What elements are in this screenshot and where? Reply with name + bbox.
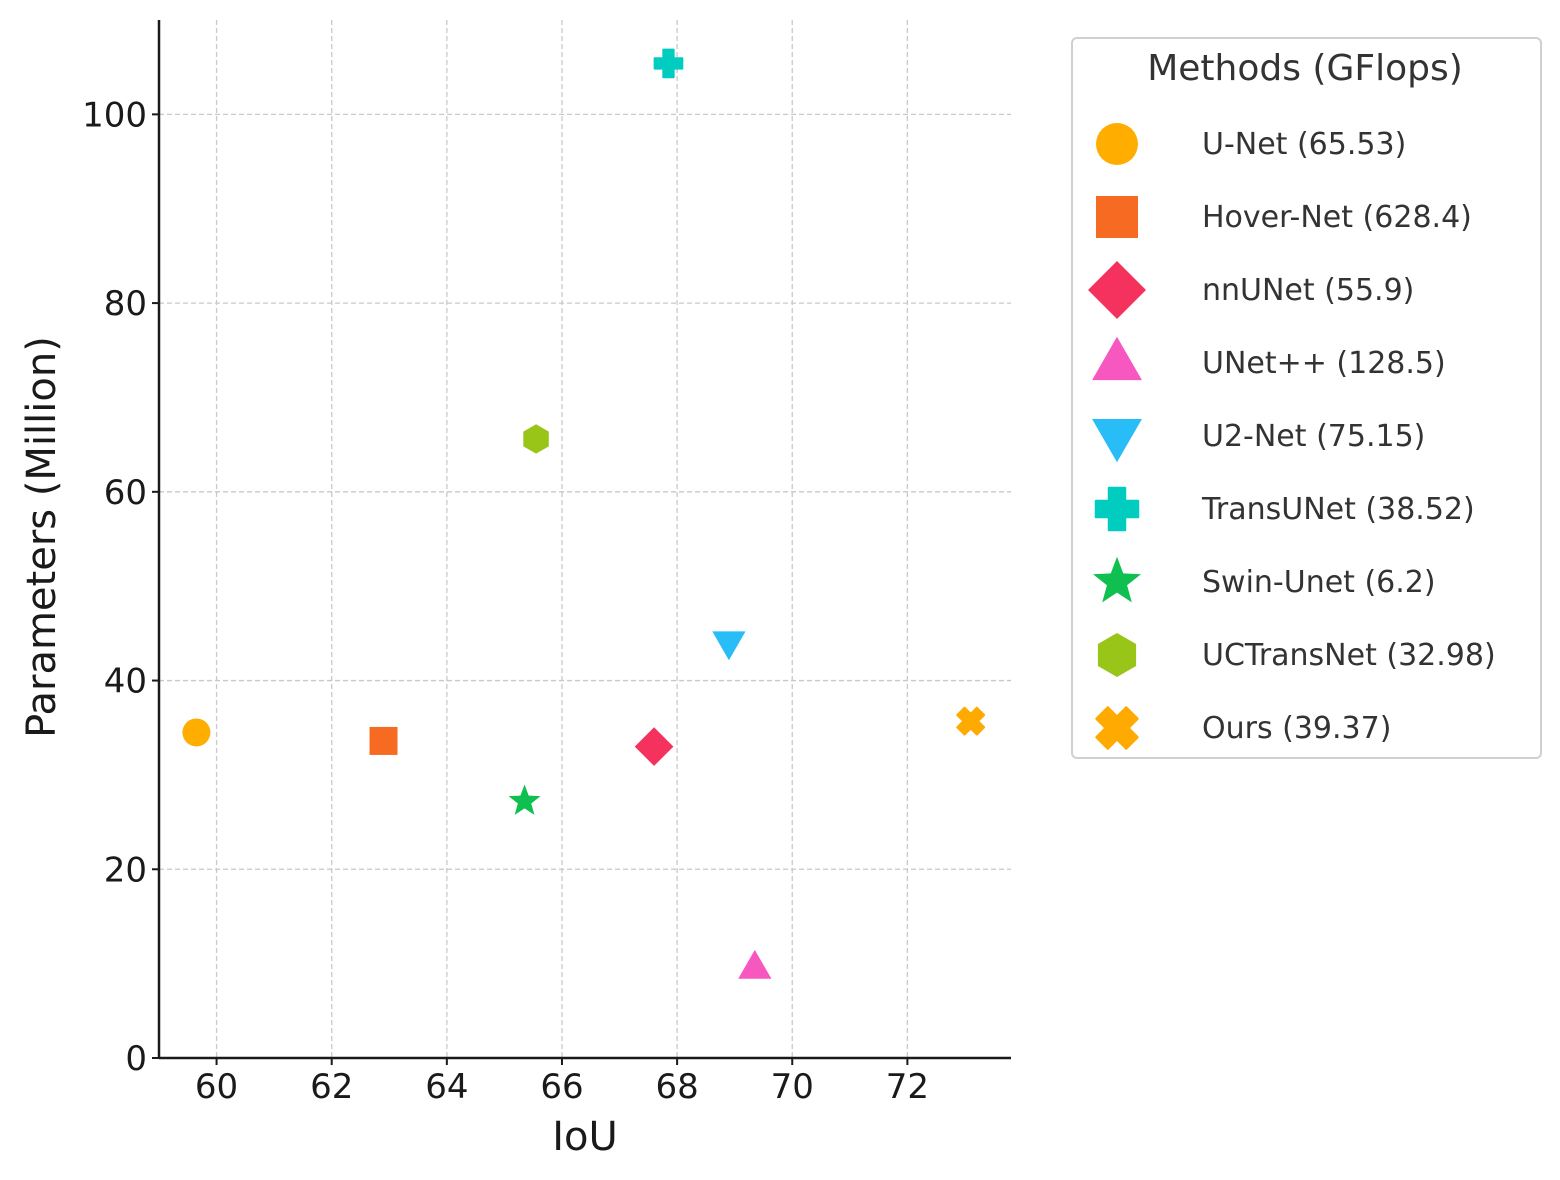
- y-tick-label: 20: [104, 850, 147, 890]
- legend-label-nnunet: nnUNet (55.9): [1202, 273, 1414, 308]
- x-tick-label: 68: [655, 1067, 698, 1107]
- x-ticks: 60 62 64 66 68 70 72: [195, 1058, 929, 1107]
- x-axis-label: IoU: [552, 1114, 618, 1160]
- legend-marker-u-net: [1096, 123, 1138, 165]
- x-tick-label: 72: [886, 1067, 929, 1107]
- data-point-nnunet: [634, 727, 674, 766]
- x-tick-label: 66: [540, 1067, 583, 1107]
- legend-label-hover-net: Hover-Net (628.4): [1202, 200, 1472, 235]
- legend-label-unet: UNet++ (128.5): [1202, 346, 1446, 381]
- legend-marker-uctransnet: [1097, 632, 1137, 678]
- y-tick-label: 100: [82, 95, 147, 135]
- y-axis-label: Parameters (Million): [19, 336, 65, 738]
- legend-marker-ours: [1095, 706, 1139, 750]
- y-tick-label: 60: [104, 473, 147, 513]
- legend-marker-u2-net: [1092, 418, 1142, 463]
- legend-items: U-Net (65.53) Hover-Net (628.4) nnUNet (55…: [1088, 123, 1496, 750]
- x-tick-label: 60: [195, 1067, 238, 1107]
- legend-marker-transunet: [1094, 486, 1140, 532]
- x-tick-label: 62: [310, 1067, 353, 1107]
- legend-marker-swin-unet: [1093, 556, 1141, 603]
- x-tick-label: 64: [425, 1067, 468, 1107]
- y-tick-label: 0: [125, 1039, 147, 1079]
- data-points: [182, 48, 986, 979]
- legend-marker-nnunet: [1088, 261, 1146, 319]
- legend-label-transunet: TransUNet (38.52): [1201, 492, 1475, 527]
- data-point-u-net: [182, 718, 211, 747]
- data-point-swin-unet: [508, 784, 541, 815]
- data-point-ours: [956, 706, 986, 736]
- axes: [157, 20, 1011, 1060]
- legend-label-ours: Ours (39.37): [1202, 711, 1391, 746]
- data-point-u2-net: [712, 631, 746, 661]
- legend-label-u-net: U-Net (65.53): [1202, 127, 1406, 162]
- data-point-uctransnet: [523, 424, 549, 454]
- y-tick-label: 80: [104, 284, 147, 324]
- legend: Methods (GFlops) U-Net (65.53) Hover-Net …: [1071, 37, 1542, 759]
- legend-marker-unet: [1092, 336, 1142, 381]
- y-ticks: 0 20 40 60 80 100: [82, 95, 159, 1079]
- legend-marker-hover-net: [1096, 196, 1138, 238]
- data-point-transunet: [653, 48, 684, 79]
- data-point-hover-net: [369, 726, 398, 755]
- y-tick-label: 40: [104, 662, 147, 702]
- x-tick-label: 70: [771, 1067, 814, 1107]
- data-point-unet: [738, 949, 772, 979]
- grid: [159, 20, 1011, 1058]
- legend-label-uctransnet: UCTransNet (32.98): [1202, 638, 1496, 673]
- legend-title: Methods (GFlops): [1147, 48, 1463, 89]
- legend-label-swin-unet: Swin-Unet (6.2): [1202, 565, 1436, 600]
- legend-label-u2-net: U2-Net (75.15): [1202, 419, 1425, 454]
- legend-frame: [1071, 37, 1542, 759]
